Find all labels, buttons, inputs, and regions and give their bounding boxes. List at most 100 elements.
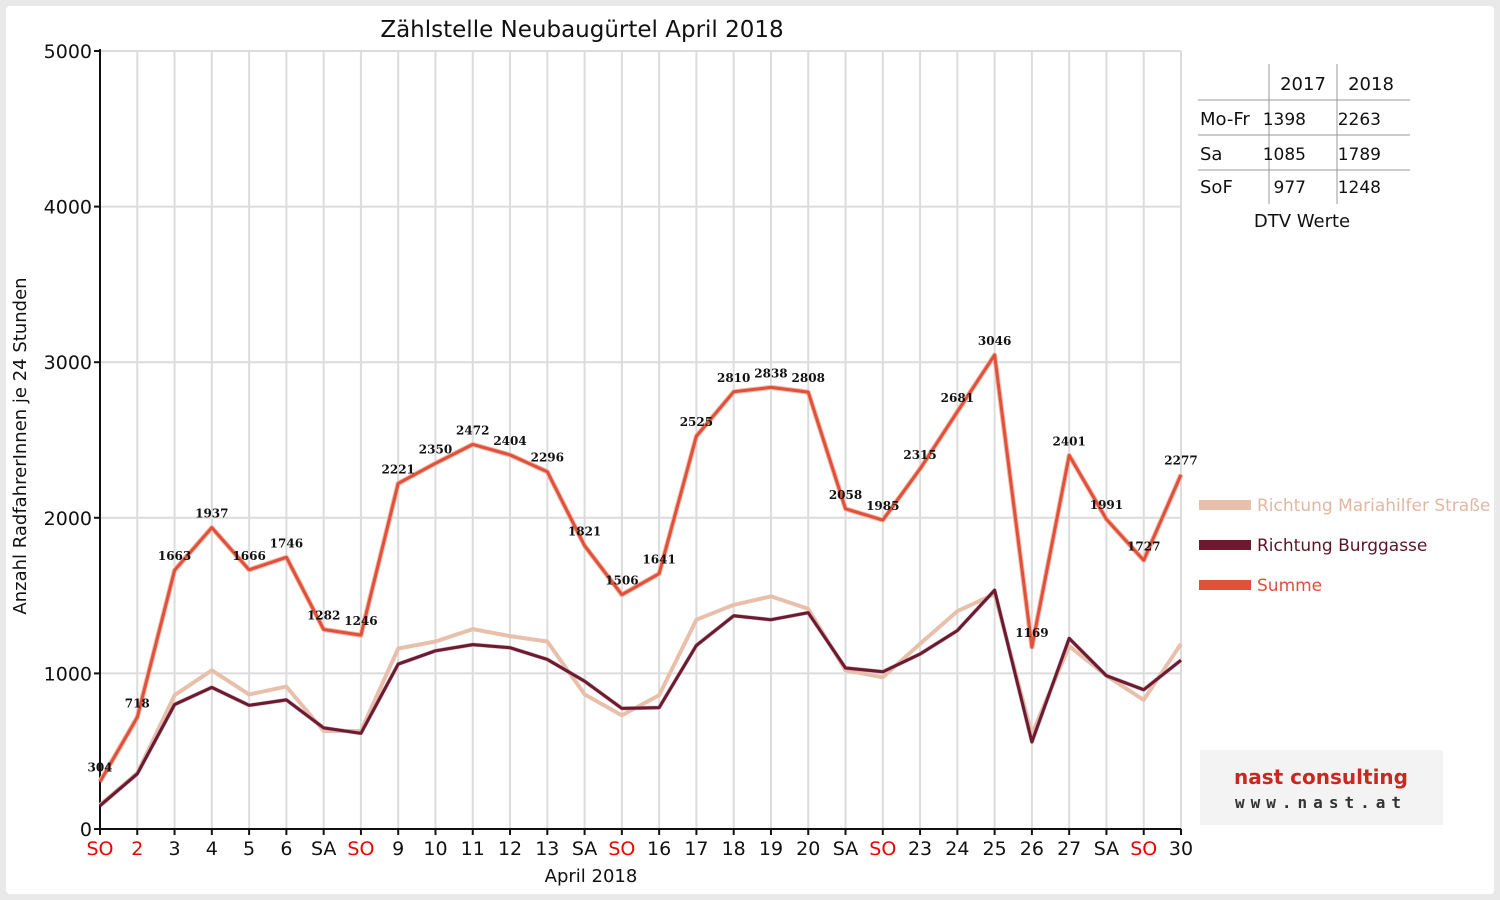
x-tick-label: 10: [423, 838, 447, 860]
chart-legend: Richtung Mariahilfer Straße Richtung Burg…: [1199, 496, 1490, 596]
dtv-cell: 2263: [1338, 110, 1381, 130]
chart: Zählstelle Neubaugürtel April 2018 0 1000…: [10, 17, 1490, 887]
data-label: 2277: [1164, 454, 1197, 468]
data-label: 2350: [419, 442, 452, 456]
y-tick-label: 3000: [44, 352, 92, 374]
dtv-table: 2017 2018 Mo-Fr 1398 2263 Sa 1085 1789 S…: [1198, 64, 1410, 232]
data-label: 1169: [1015, 626, 1048, 640]
data-label: 3046: [978, 334, 1011, 348]
logo-brand: nast consulting: [1234, 765, 1408, 789]
x-tick-label: SO: [347, 838, 374, 860]
x-tick-label: 3: [169, 838, 181, 860]
x-tick-label: 13: [535, 838, 559, 860]
data-label: 2681: [941, 391, 974, 405]
dtv-cell: 1248: [1338, 178, 1381, 198]
y-tick-label: 4000: [44, 197, 92, 219]
x-tick-label: SA: [1094, 838, 1119, 860]
x-tick-label: 27: [1057, 838, 1081, 860]
legend-label: Richtung Burggasse: [1257, 536, 1427, 556]
x-tick-label: 9: [392, 838, 404, 860]
series-summe-halo: [97, 352, 1184, 783]
x-tick-label: 26: [1020, 838, 1044, 860]
x-tick-label: SO: [608, 838, 635, 860]
dtv-cell: 1398: [1263, 110, 1306, 130]
x-tick-label: 6: [280, 838, 292, 860]
data-label: 1641: [642, 553, 675, 567]
x-tick-label: 18: [722, 838, 746, 860]
nast-consulting-logo: nast consulting www.nast.at: [1200, 750, 1443, 825]
x-tick-label: SA: [833, 838, 858, 860]
x-tick-label: 30: [1169, 838, 1193, 860]
data-label: 2296: [531, 451, 564, 465]
data-label: 304: [87, 761, 112, 775]
legend-swatch: [1199, 500, 1251, 510]
logo-url: www.nast.at: [1235, 793, 1407, 812]
x-tick-label: 11: [461, 838, 485, 860]
legend-swatch: [1199, 580, 1251, 590]
x-tick-label: 23: [908, 838, 932, 860]
chart-gridlines: [100, 50, 1182, 829]
x-tick-label: 17: [684, 838, 708, 860]
x-tick-label: SA: [311, 838, 336, 860]
dtv-row-label: Sa: [1200, 144, 1222, 165]
data-label: 718: [125, 696, 150, 710]
series-line-summe: [98, 353, 1183, 783]
data-label: 1746: [270, 536, 303, 550]
x-tick-label: 25: [983, 838, 1007, 860]
data-label: 2472: [456, 423, 489, 437]
y-tick-label: 2000: [44, 508, 92, 530]
y-tick-label: 0: [80, 819, 92, 841]
data-label: 1821: [568, 525, 601, 539]
x-tick-label: 12: [498, 838, 522, 860]
data-label: 2808: [792, 371, 825, 385]
x-tick-label: SO: [869, 838, 896, 860]
data-label: 1246: [344, 614, 377, 628]
data-label: 1506: [605, 574, 638, 588]
x-tick-label: 16: [647, 838, 671, 860]
dtv-cell: 1085: [1263, 145, 1306, 165]
dtv-caption: DTV Werte: [1254, 211, 1350, 232]
data-label: 2404: [493, 434, 526, 448]
x-tick-label: 20: [796, 838, 820, 860]
data-label: 2058: [829, 488, 862, 502]
x-axis-label: April 2018: [545, 866, 638, 887]
legend-swatch: [1199, 540, 1251, 550]
data-label: 1991: [1090, 498, 1123, 512]
x-tick-label: 5: [243, 838, 255, 860]
dtv-cell: 1789: [1338, 145, 1381, 165]
data-label: 1282: [307, 609, 340, 623]
dtv-cell: 977: [1274, 178, 1306, 198]
data-label: 2401: [1052, 434, 1085, 448]
chart-frame: Zählstelle Neubaugürtel April 2018 0 1000…: [6, 6, 1494, 894]
dtv-row-label: Mo-Fr: [1200, 109, 1250, 130]
data-label: 2221: [382, 462, 415, 476]
data-label: 2315: [903, 448, 936, 462]
chart-series: [97, 352, 1184, 808]
x-tick-label: 2: [131, 838, 143, 860]
x-tick-label: SO: [1130, 838, 1157, 860]
dtv-header-2018: 2018: [1348, 74, 1394, 95]
x-tick-label: SO: [86, 838, 113, 860]
data-label: 2810: [717, 371, 750, 385]
y-axis-label: Anzahl RadfahrerInnen je 24 Stunden: [10, 277, 31, 614]
data-label: 1727: [1127, 539, 1160, 553]
y-tick-label: 5000: [44, 41, 92, 63]
x-tick-label: SA: [572, 838, 597, 860]
legend-label: Richtung Mariahilfer Straße: [1257, 496, 1490, 516]
chart-title: Zählstelle Neubaugürtel April 2018: [380, 17, 783, 43]
data-label: 2525: [680, 415, 713, 429]
chart-data-labels: 304 718 1663 1937 1666 1746 1282 1246 2221 2350 24…: [87, 334, 1197, 775]
x-tick-label: 24: [945, 838, 969, 860]
dtv-header-2017: 2017: [1280, 74, 1326, 95]
legend-label: Summe: [1257, 576, 1322, 596]
series-burggasse-halo: [98, 588, 1183, 808]
data-label: 1985: [866, 499, 899, 513]
data-label: 1663: [158, 549, 191, 563]
x-tick-label: 4: [206, 838, 218, 860]
data-label: 1937: [195, 507, 228, 521]
y-tick-label: 1000: [44, 663, 92, 685]
x-tick-label: 19: [759, 838, 783, 860]
series-line-burggasse: [99, 588, 1182, 807]
data-label: 1666: [232, 549, 265, 563]
